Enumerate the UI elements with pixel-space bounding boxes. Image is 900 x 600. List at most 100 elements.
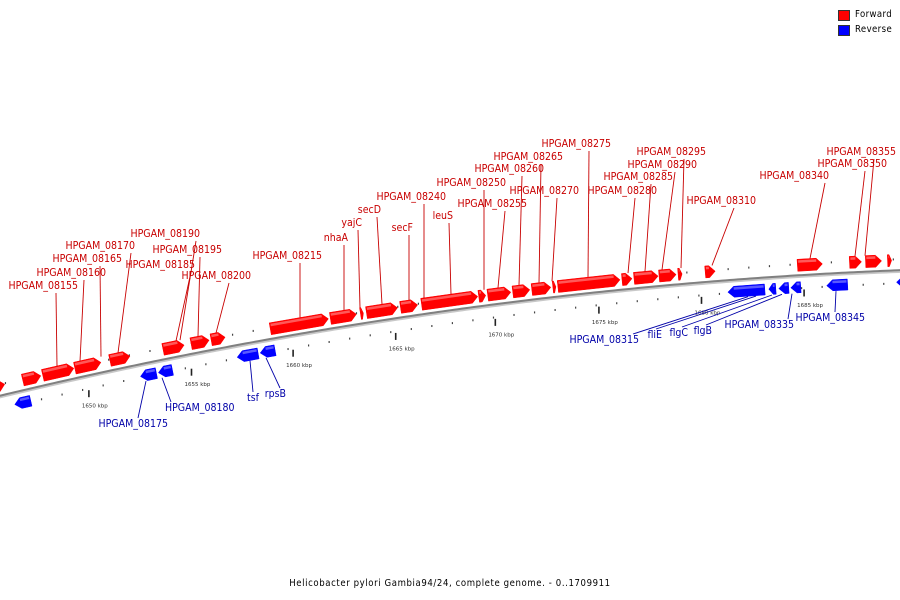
minor-tick bbox=[677, 296, 679, 299]
gene-callout-line bbox=[538, 163, 542, 283]
major-tick bbox=[494, 318, 497, 326]
scale-label: 1665 kbp bbox=[389, 346, 415, 352]
gene-callout-line bbox=[681, 294, 773, 328]
minor-tick bbox=[397, 305, 399, 308]
reverse-gene-label: HPGAM_08180 bbox=[165, 402, 235, 414]
minor-tick bbox=[123, 380, 125, 383]
minor-tick bbox=[328, 340, 330, 343]
reverse-gene-arrow bbox=[140, 367, 158, 381]
gene-callout-line bbox=[117, 252, 132, 353]
minor-tick bbox=[451, 322, 453, 325]
gene-callout-line bbox=[55, 292, 58, 367]
forward-gene-label: HPGAM_08190 bbox=[130, 228, 200, 240]
minor-tick bbox=[492, 316, 495, 319]
reverse-gene-label: HPGAM_08345 bbox=[795, 312, 865, 324]
major-tick bbox=[292, 349, 294, 357]
scale-label: 1650 kbp bbox=[82, 404, 108, 410]
gene-callout-line bbox=[197, 256, 201, 337]
minor-tick bbox=[149, 349, 151, 352]
minor-tick bbox=[800, 287, 803, 290]
forward-gene-arrow bbox=[511, 284, 531, 299]
gene-callout-line bbox=[79, 279, 85, 362]
minor-tick bbox=[830, 261, 833, 264]
minor-tick bbox=[390, 331, 392, 334]
scale-label: 1670 kbp bbox=[488, 332, 514, 338]
minor-tick bbox=[231, 333, 234, 336]
gene-callout-line bbox=[175, 271, 192, 342]
gene-callout-line bbox=[215, 282, 230, 334]
forward-gene-label: HPGAM_08270 bbox=[509, 185, 579, 197]
forward-gene-label: HPGAM_08240 bbox=[376, 191, 446, 203]
forward-gene-arrow bbox=[677, 267, 683, 281]
forward-gene-label: HPGAM_08340 bbox=[759, 170, 829, 182]
forward-gene-arrow bbox=[189, 335, 210, 350]
reverse-gene-arrow bbox=[790, 281, 802, 294]
major-tick bbox=[700, 296, 703, 304]
major-tick bbox=[803, 289, 805, 297]
minor-tick bbox=[789, 263, 791, 266]
reverse-gene-arrow bbox=[14, 395, 33, 409]
reverse-gene-label: tsf bbox=[247, 392, 260, 404]
forward-gene-arrow bbox=[477, 289, 487, 303]
major-tick bbox=[88, 390, 90, 398]
minor-tick bbox=[657, 298, 659, 301]
minor-tick bbox=[636, 300, 638, 303]
reverse-gene-label: rpsB bbox=[265, 388, 286, 400]
gene-callout-line bbox=[518, 175, 523, 286]
forward-gene-arrow bbox=[865, 254, 882, 268]
forward-gene-label: yajC bbox=[341, 217, 362, 229]
forward-gene-arrow bbox=[41, 363, 75, 382]
minor-tick bbox=[768, 265, 771, 268]
forward-gene-arrow bbox=[161, 340, 185, 356]
major-tick bbox=[190, 368, 193, 376]
forward-gene-arrow bbox=[108, 351, 131, 367]
forward-gene-arrow bbox=[420, 291, 479, 311]
gene-callout-line bbox=[179, 240, 197, 341]
scale-label: 1680 kbp bbox=[694, 310, 720, 316]
reverse-gene-label: flgC bbox=[669, 327, 688, 339]
gene-callout-line bbox=[834, 291, 837, 313]
minor-tick bbox=[287, 348, 289, 351]
minor-tick bbox=[252, 329, 254, 332]
minor-tick bbox=[355, 312, 358, 315]
forward-gene-arrow bbox=[399, 299, 418, 314]
forward-gene-label: HPGAM_08200 bbox=[181, 270, 251, 282]
scale-label: 1655 kbp bbox=[184, 382, 210, 388]
minor-tick bbox=[727, 268, 729, 271]
genome-title: Helicobacter pylori Gambia94/24, complet… bbox=[289, 578, 611, 589]
minor-tick bbox=[554, 308, 556, 311]
reverse-gene-arrow bbox=[826, 278, 849, 292]
forward-gene-label: secD bbox=[358, 204, 381, 216]
minor-tick bbox=[369, 334, 371, 337]
gene-callout-line bbox=[644, 183, 652, 272]
gene-callout-line bbox=[137, 380, 147, 419]
minor-tick bbox=[883, 282, 885, 285]
minor-tick bbox=[40, 398, 43, 401]
forward-gene-label: HPGAM_08285 bbox=[603, 171, 673, 183]
reverse-gene-label: HPGAM_08335 bbox=[724, 319, 794, 331]
forward-gene-arrow bbox=[359, 307, 364, 320]
scale-label: 1660 kbp bbox=[286, 363, 312, 369]
reverse-gene-arrow bbox=[158, 364, 174, 378]
minor-tick bbox=[410, 328, 412, 331]
backbone bbox=[0, 269, 900, 397]
minor-tick bbox=[82, 388, 84, 391]
gene-callout-line bbox=[99, 265, 102, 357]
reverse-gene-label: fliE bbox=[647, 329, 662, 341]
reverse-gene-arrow bbox=[236, 347, 260, 362]
forward-gene-label: HPGAM_08355 bbox=[826, 146, 896, 158]
forward-gene-label: HPGAM_08155 bbox=[8, 280, 78, 292]
minor-tick bbox=[307, 344, 310, 347]
forward-swatch bbox=[838, 10, 850, 21]
forward-gene-arrow bbox=[268, 313, 329, 335]
forward-gene-label: HPGAM_08275 bbox=[541, 138, 611, 150]
minor-tick bbox=[61, 393, 63, 396]
forward-gene-label: HPGAM_08350 bbox=[817, 158, 887, 170]
forward-gene-arrow bbox=[365, 302, 398, 319]
minor-tick bbox=[686, 271, 688, 274]
forward-gene-label: HPGAM_08250 bbox=[436, 177, 506, 189]
forward-gene-arrow bbox=[486, 286, 512, 302]
major-tick bbox=[598, 306, 600, 314]
reverse-swatch bbox=[838, 25, 850, 36]
gene-callout-line bbox=[661, 171, 676, 270]
